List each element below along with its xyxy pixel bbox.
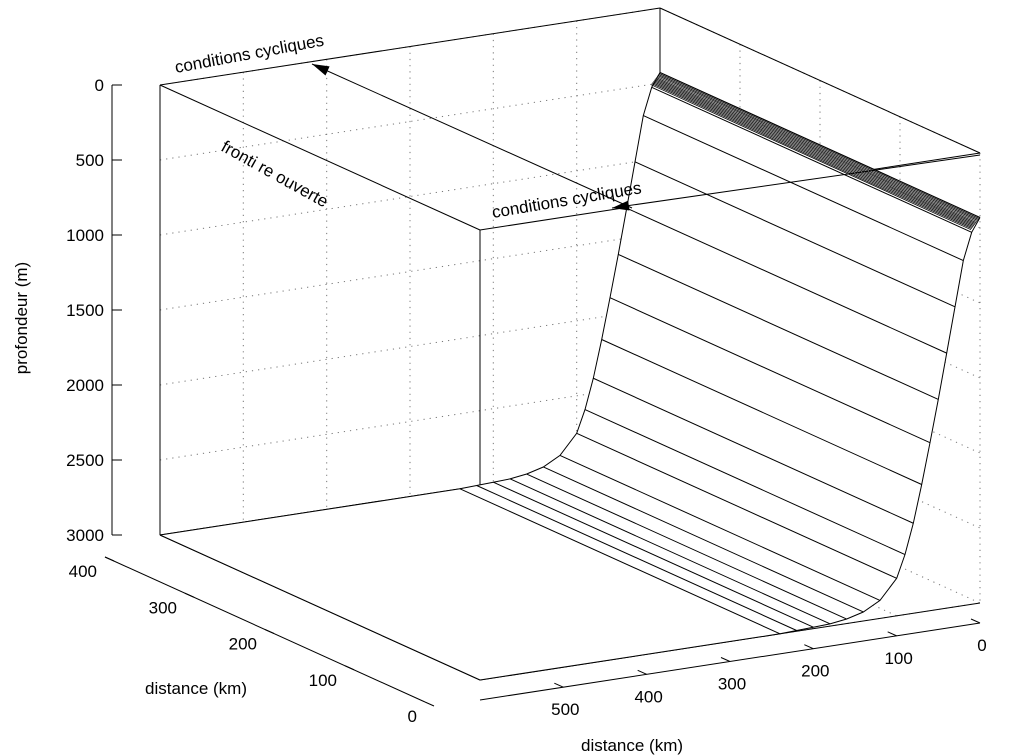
surface-mesh-line: [609, 297, 931, 444]
surface-mesh-line: [526, 473, 847, 620]
surface-mesh-line: [651, 86, 972, 233]
grid-line-x: [576, 20, 897, 617]
tick-mark: [720, 657, 731, 662]
shelf-edge: [659, 71, 981, 219]
tick-label: 2000: [66, 376, 104, 395]
surface-mesh-line: [543, 466, 864, 613]
surface-mesh-line: [658, 74, 979, 220]
tick-label: 400: [69, 562, 97, 581]
surface-mesh-line: [650, 84, 972, 231]
tick-label: 500: [551, 700, 579, 719]
tick-label: 0: [95, 76, 104, 95]
x-axis-label: distance (km): [581, 736, 683, 755]
surface-mesh-line: [618, 253, 939, 400]
surface-mesh-line: [576, 432, 897, 579]
surface-mesh-line: [653, 81, 974, 228]
y-axis-line: [104, 556, 426, 703]
surface-mesh-line: [559, 454, 881, 601]
surface-mesh-line: [159, 534, 481, 681]
grid-line-depth: [159, 7, 981, 154]
x-axis-line: [479, 622, 981, 701]
tick-label: 100: [884, 649, 912, 668]
tick-label: 2500: [66, 451, 104, 470]
surface-mesh-line: [654, 79, 975, 225]
annotation-mid-cyclic: conditions cycliques: [491, 178, 643, 222]
surface-mesh-line: [652, 82, 973, 229]
surface-mesh-line: [584, 409, 906, 556]
y-axis-label: distance (km): [145, 679, 247, 698]
grid-line-x: [409, 46, 731, 642]
arrow-to-cyclic-top-head: [312, 64, 330, 76]
surface-mesh-line: [634, 161, 956, 308]
tick-mark: [637, 669, 647, 675]
tick-label: 1000: [66, 226, 104, 245]
grid-line-x: [242, 72, 564, 668]
tick-label: 0: [977, 636, 986, 655]
annotation-top-cyclic: conditions cycliques: [173, 31, 325, 77]
tick-mark: [804, 644, 814, 650]
box-edge: [659, 7, 981, 154]
surface-mesh-line: [509, 478, 831, 625]
tick-label: 200: [229, 635, 257, 654]
tick-label: 1500: [66, 301, 104, 320]
tick-label: 100: [309, 671, 337, 690]
box-edge: [159, 84, 481, 231]
surface-mesh-line: [601, 339, 922, 485]
surface-mesh-line: [656, 76, 978, 222]
tick-label: 0: [408, 707, 417, 726]
tick-mark: [554, 682, 564, 688]
surface-mesh-line: [657, 75, 978, 221]
surface-mesh-line: [493, 481, 814, 628]
surface-mesh-line: [655, 78, 976, 224]
surface-mesh-line: [593, 377, 914, 524]
surface-mesh-line: [659, 73, 980, 219]
tick-mark: [424, 701, 435, 707]
surface-mesh-line: [459, 488, 781, 635]
annotation-arrows: [311, 63, 981, 211]
tick-label: 200: [801, 662, 829, 681]
tick-label: 3000: [66, 526, 104, 545]
tick-label: 400: [634, 687, 662, 706]
annotation-open-boundary: fronti re ouverte: [218, 137, 331, 211]
surface-mesh-line: [653, 80, 975, 226]
tick-label: 300: [149, 598, 177, 617]
arrow-to-cyclic-mid-head: [612, 200, 630, 211]
bathymetry-surface: [159, 71, 981, 681]
surface-fill: [160, 72, 980, 680]
tick-label: 300: [718, 675, 746, 694]
tick-label: 500: [76, 151, 104, 170]
tick-mark: [970, 618, 981, 624]
surface-mesh-line: [651, 83, 972, 230]
grid-line-y: [479, 153, 981, 681]
surface-mesh-line: [643, 115, 964, 262]
surface-mesh-line: [476, 485, 797, 631]
arrow-to-cyclic-mid: [611, 154, 981, 209]
surface-mesh-line: [626, 207, 947, 354]
arrow-to-cyclic-top: [311, 63, 633, 209]
tick-mark: [887, 631, 897, 637]
box-edge: [159, 7, 661, 86]
grid-line-x: [326, 59, 647, 655]
z-axis-label: profondeur (m): [12, 262, 31, 374]
surface-mesh-line: [656, 77, 977, 223]
